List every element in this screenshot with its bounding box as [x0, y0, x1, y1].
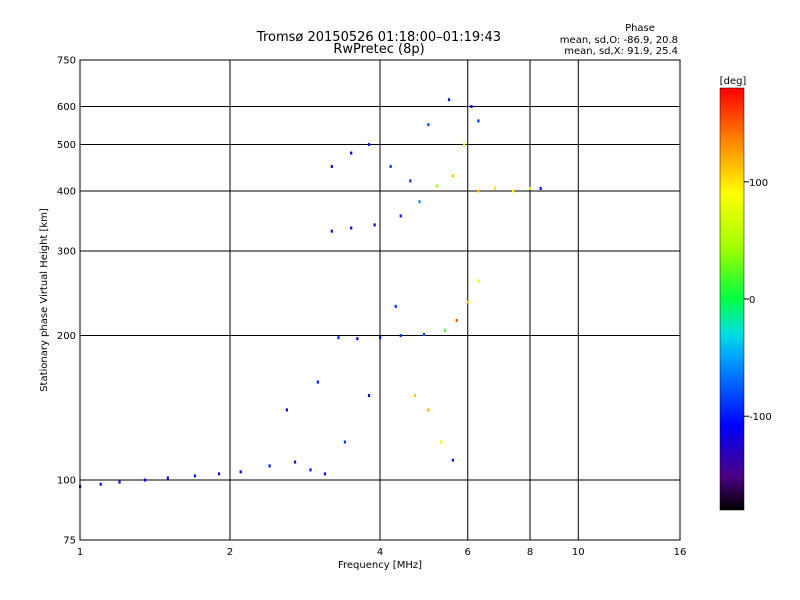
scatter-point: [466, 300, 469, 304]
scatter-point: [409, 179, 412, 183]
chart-subtitle: RwPretec (8p): [333, 42, 424, 57]
scatter-point: [435, 184, 438, 188]
phase-stats-o: mean, sd,O: -86.9, 20.8: [560, 35, 678, 46]
scatter-point: [422, 332, 426, 336]
scatter-point: [443, 328, 447, 332]
colorbar-ticks: 100 0 -100: [744, 178, 772, 423]
y-tick-label: 600: [57, 102, 76, 113]
scatter-point: [493, 186, 497, 190]
scatter-point: [418, 200, 421, 204]
y-tick-label: 400: [57, 187, 76, 198]
x-tick-label: 10: [572, 547, 585, 558]
scatter-point: [399, 214, 402, 218]
scatter-point: [367, 143, 371, 147]
scatter-point: [379, 336, 382, 340]
scatter-point: [217, 472, 221, 476]
scatter-point: [455, 318, 458, 322]
scatter-point: [350, 226, 353, 230]
x-tick-label: 6: [465, 547, 471, 558]
scatter-point: [413, 394, 417, 398]
scatter-point: [427, 123, 430, 127]
scatter-points: [79, 98, 542, 488]
grid-lines: [80, 60, 680, 540]
y-tick-label: 100: [57, 476, 76, 487]
scatter-point: [193, 474, 197, 478]
scatter-point: [309, 468, 312, 472]
scatter-point: [447, 98, 451, 102]
scatter-point: [512, 189, 515, 193]
y-axis-label: Stationary phase Virtual Height [km]: [39, 208, 50, 392]
phase-stats-x: mean, sd,X: 91.9, 25.4: [564, 46, 678, 57]
scatter-point: [356, 337, 359, 341]
scatter-point: [285, 408, 288, 412]
colorbar: [719, 87, 745, 511]
y-axis-ticks: 75 100 200 300 400 500 600 750: [57, 56, 76, 547]
y-tick-label: 200: [57, 331, 76, 342]
scatter-point: [439, 440, 443, 444]
chart-title: Tromsø 20150526 01:18:00–01:19:43: [256, 30, 501, 45]
scatter-point: [477, 189, 480, 193]
y-tick-label: 500: [57, 140, 76, 151]
x-tick-label: 2: [227, 547, 233, 558]
scatter-point: [239, 470, 242, 474]
scatter-point: [316, 380, 319, 384]
scatter-point: [451, 174, 455, 178]
scatter-point: [367, 394, 371, 398]
scatter-point: [330, 229, 333, 233]
scatter-point: [337, 336, 340, 340]
scatter-point: [394, 304, 397, 308]
scatter-point: [463, 143, 466, 147]
scatter-point: [399, 334, 402, 338]
colorbar-label: [deg]: [720, 76, 747, 87]
scatter-point: [118, 480, 121, 484]
scatter-point: [389, 164, 392, 168]
scatter-point: [343, 440, 347, 444]
scatter-point: [470, 105, 473, 109]
scatter-point: [529, 186, 532, 190]
scatter-point: [166, 476, 169, 480]
scatter-point: [477, 279, 480, 283]
x-tick-label: 4: [377, 547, 383, 558]
scatter-point: [293, 460, 297, 464]
x-tick-label: 16: [674, 547, 687, 558]
scatter-point: [451, 458, 455, 462]
scatter-point: [143, 478, 147, 482]
scatter-point: [350, 151, 353, 155]
y-tick-label: 300: [57, 247, 76, 258]
x-tick-label: 8: [527, 547, 533, 558]
colorbar-tick-label: 0: [749, 295, 755, 306]
plot-frame: [79, 59, 681, 541]
colorbar-tick-label: 100: [749, 178, 768, 189]
phase-stats-heading: Phase: [625, 23, 655, 34]
x-axis-ticks: 1 2 4 6 8 10 16: [77, 547, 687, 558]
colorbar-tick-label: -100: [749, 412, 772, 423]
scatter-point: [373, 223, 376, 227]
scatter-point: [539, 186, 542, 190]
scatter-point: [99, 482, 102, 486]
scatter-point: [268, 464, 271, 468]
scatter-point: [427, 408, 430, 412]
y-tick-label: 750: [57, 56, 76, 67]
y-tick-label: 75: [63, 536, 76, 547]
x-axis-label: Frequency [MHz]: [338, 560, 422, 571]
x-tick-label: 1: [77, 547, 83, 558]
scatter-point: [330, 164, 333, 168]
scatter-point: [323, 472, 327, 476]
scatter-point: [477, 119, 480, 123]
